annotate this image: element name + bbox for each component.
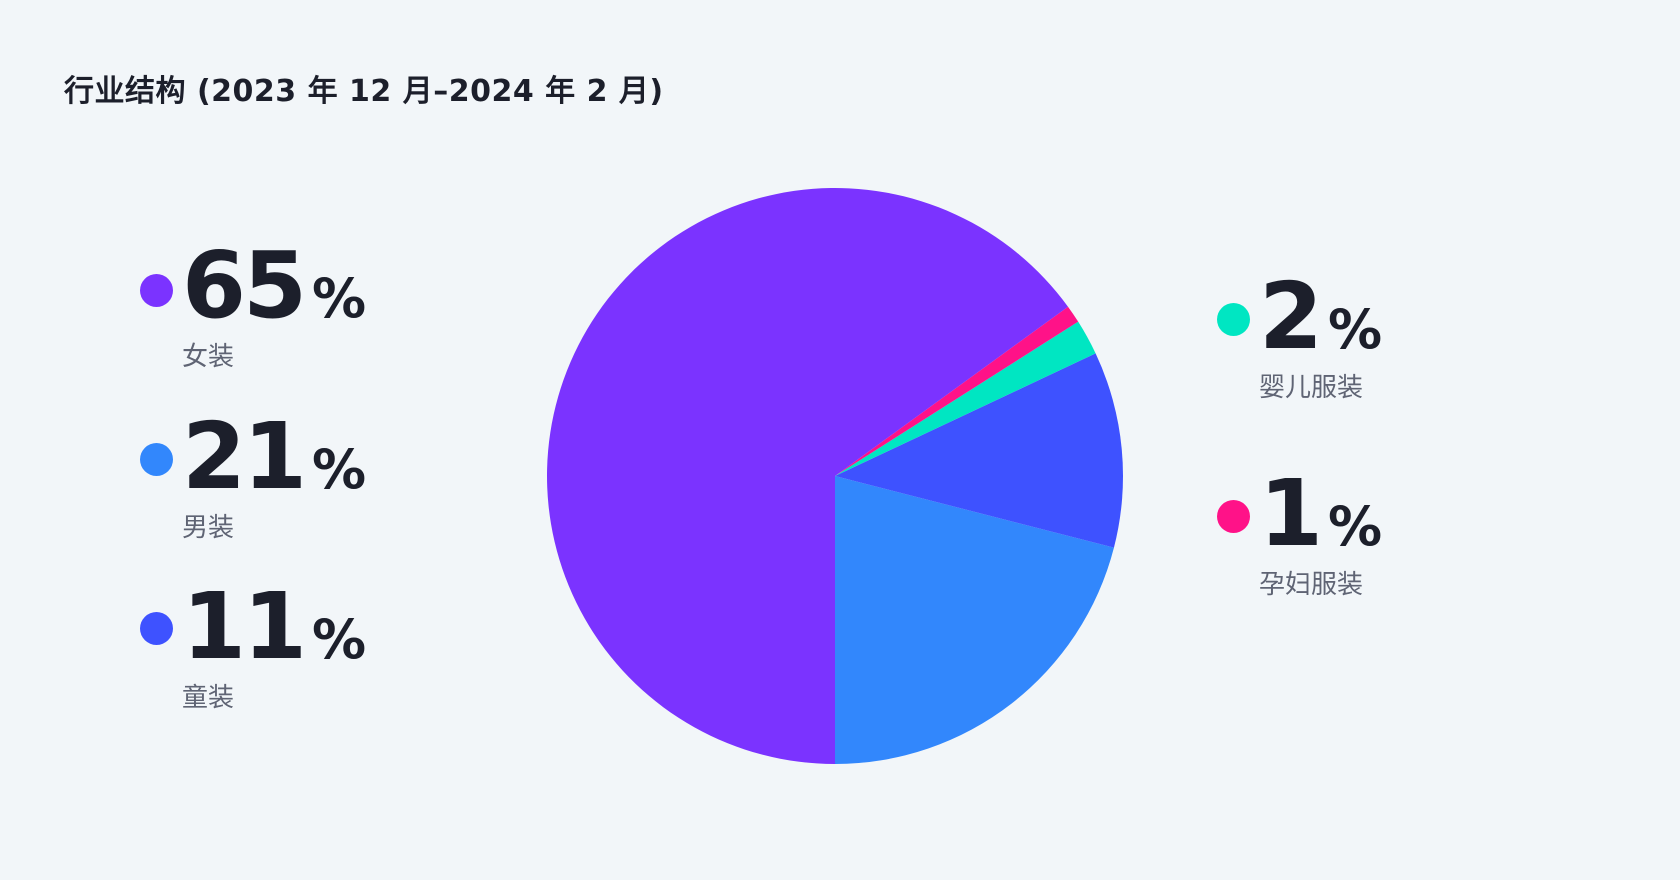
pie-slice-kids bbox=[835, 353, 1123, 548]
legend-number-mens: 21 bbox=[182, 403, 307, 510]
pie-slice-baby bbox=[835, 321, 1096, 476]
legend-unit-baby: % bbox=[1328, 298, 1383, 361]
legend-dot-baby bbox=[1217, 303, 1250, 336]
legend-unit-mens: % bbox=[312, 438, 367, 501]
legend-dot-womens bbox=[140, 274, 173, 307]
legend-label-womens: 女装 bbox=[182, 342, 235, 372]
legend-unit-maternity: % bbox=[1328, 495, 1383, 558]
legend-value-womens: 65% bbox=[182, 240, 366, 332]
legend-number-kids: 11 bbox=[182, 573, 307, 680]
legend-value-baby: 2% bbox=[1259, 271, 1382, 363]
legend-number-womens: 65 bbox=[182, 232, 307, 339]
legend-label-mens: 男装 bbox=[182, 513, 235, 543]
pie-slice-mens bbox=[835, 476, 1114, 764]
legend-unit-kids: % bbox=[312, 608, 367, 671]
legend-label-maternity: 孕妇服装 bbox=[1259, 570, 1364, 600]
legend-dot-mens bbox=[140, 443, 173, 476]
legend-label-kids: 童装 bbox=[182, 683, 235, 713]
legend-number-baby: 2 bbox=[1259, 263, 1323, 370]
legend-value-mens: 21% bbox=[182, 411, 366, 503]
legend-number-maternity: 1 bbox=[1259, 460, 1323, 567]
legend-value-maternity: 1% bbox=[1259, 468, 1382, 560]
legend-value-kids: 11% bbox=[182, 581, 366, 673]
legend-label-baby: 婴儿服装 bbox=[1259, 373, 1364, 403]
pie-slice-maternity bbox=[835, 306, 1079, 476]
legend-dot-maternity bbox=[1217, 500, 1250, 533]
legend-unit-womens: % bbox=[312, 267, 367, 330]
legend-dot-kids bbox=[140, 612, 173, 645]
pie-slices bbox=[547, 188, 1123, 765]
pie-slice-womens bbox=[547, 188, 1068, 765]
chart-title: 行业结构 (2023 年 12 月–2024 年 2 月) bbox=[64, 74, 664, 109]
